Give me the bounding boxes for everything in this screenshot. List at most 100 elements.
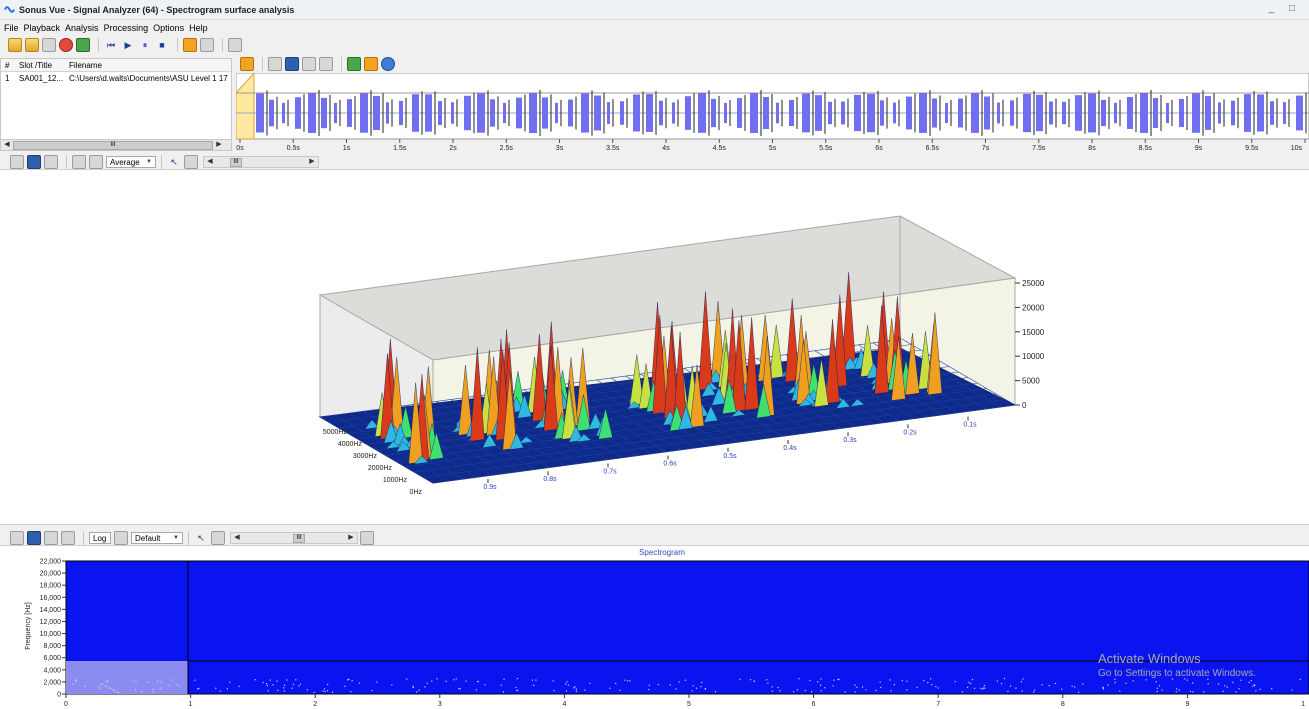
print-icon[interactable] [302,57,316,71]
open-file-icon[interactable] [25,38,39,52]
zoom-box-icon[interactable] [211,531,225,545]
spectrogram-energy-dot [811,691,813,693]
cursor-split-icon[interactable] [89,155,103,169]
spectrogram-energy-dot [306,689,308,691]
zoom-box-icon[interactable] [184,155,198,169]
scroll-left-icon[interactable]: ◀ [207,158,213,165]
spectrogram-energy-dot [74,679,76,681]
spectrogram-energy-dot [1054,682,1057,685]
info-icon[interactable] [381,57,395,71]
column-slot-title[interactable]: Slot /Title [19,60,53,70]
save-icon[interactable] [27,531,41,545]
column-number[interactable]: # [5,60,10,70]
export-icon[interactable] [42,38,56,52]
average-select[interactable]: Average ▼ [106,156,156,168]
scroll-thumb[interactable]: III [230,157,242,167]
stop-icon[interactable]: ■ [159,40,165,50]
scroll-thumb[interactable]: III [293,533,305,543]
waveform-burst [919,93,927,133]
spectrogram-energy-dot [983,684,986,687]
spectrogram-energy-dot [584,689,586,691]
image-icon[interactable] [319,57,333,71]
open-folder-icon[interactable] [8,38,22,52]
spectrogram-energy-dot [1033,691,1035,693]
spectrogram-x-tick-label: 0 [64,701,68,708]
file-list-scrollbar[interactable]: ◀ III ▶ [0,139,232,151]
surface-scrollbar[interactable]: ◀ III ▶ [203,156,319,168]
spectrogram-y-tick-label: 20,000 [40,571,62,578]
spectrogram-energy-dot [324,690,326,693]
menu-file[interactable]: File [4,23,19,33]
image-icon[interactable] [44,155,58,169]
scroll-right-icon[interactable]: ▶ [348,534,354,541]
spectrogram-energy-dot [1203,691,1205,693]
palette-icon[interactable] [114,531,128,545]
scroll-thumb[interactable]: III [13,140,213,150]
image-icon[interactable] [61,531,75,545]
pause-icon[interactable]: ⏸ [142,39,148,50]
pointer-icon[interactable]: ↖ [197,532,205,543]
spectrogram-plot[interactable]: Spectrogram Frequency [Hz] 22,00020,0001… [0,546,1309,709]
skip-back-icon[interactable]: ⏮ [106,39,116,50]
scroll-right-icon[interactable]: ▶ [309,158,315,165]
zoom-fit-icon[interactable] [347,57,361,71]
spectrogram-scrollbar[interactable]: ◀ III ▶ [230,532,358,544]
save-icon[interactable] [27,155,41,169]
menu-processing[interactable]: Processing [103,23,149,33]
spectrogram-energy-dot [1254,684,1256,687]
cursor-left-icon[interactable] [72,155,86,169]
waveform-burst [633,94,640,132]
scroll-right-icon[interactable]: ▶ [216,141,222,148]
copy-icon[interactable] [268,57,282,71]
scroll-left-icon[interactable]: ◀ [4,141,10,148]
settings-icon[interactable] [360,531,374,545]
waveform-burst [1244,94,1251,132]
log-button[interactable]: Log [89,532,111,544]
palette-select[interactable]: Default ▼ [131,532,183,544]
play-icon[interactable]: ▶ [124,39,132,50]
menu-playback[interactable]: Playback [23,23,61,33]
copy-icon[interactable] [10,155,24,169]
spectrogram-energy-dot [112,689,114,691]
pointer-icon[interactable]: ↖ [170,156,178,167]
menu-options[interactable]: Options [153,23,185,33]
surface-3d-plot[interactable]: 25000 20000 15000 10000 5000 0 5000Hz 4000Hz 30… [0,170,1309,526]
spectrogram-energy-dot [269,679,271,681]
scroll-left-icon[interactable]: ◀ [234,534,240,541]
spectrogram-energy-dot [1175,691,1177,693]
waveform-burst [1023,93,1031,133]
spectrogram-energy-dot [292,683,295,686]
save-icon[interactable] [285,57,299,71]
copy-icon[interactable] [10,531,24,545]
file-list-row[interactable]: 1 SA001_12... C:\Users\d.walts\Documents… [1,72,231,84]
waveform-view[interactable]: 0s 0.5s 1s 1.5s 2s 2.5s 3s 3.5s 4s 4.5s 5s 5.5s 6s 6.… [236,73,1309,153]
spectrogram-energy-dot [968,681,970,684]
spectrogram-energy-dot [1207,683,1209,685]
waveform-burst [1153,98,1158,128]
spectrogram-panel: Spectrogram Frequency [Hz] 22,000 20,000 1… [0,545,1309,709]
menu-analysis[interactable]: Analysis [65,23,99,33]
window-icon[interactable] [228,38,242,52]
record-icon[interactable] [59,38,73,52]
selection-icon[interactable] [240,57,254,71]
download-icon[interactable] [200,38,214,52]
import-icon[interactable] [76,38,90,52]
spectrogram-energy-dot [865,689,867,691]
surface-peak [849,398,865,407]
waveform-burst [685,96,691,130]
app-logo-icon [4,6,15,13]
waveform-toolbar [240,57,398,71]
print-icon[interactable] [44,531,58,545]
menu-help[interactable]: Help [189,23,208,33]
spectrogram-y-tick-label: 4,000 [43,667,61,674]
spectrogram-energy-dot [1218,683,1220,685]
window-controls[interactable]: _ □ [1268,3,1301,14]
column-filename[interactable]: Filename [69,60,102,70]
loop-icon[interactable] [183,38,197,52]
spectrogram-energy-dot [1156,687,1158,689]
spectrogram-energy-dot [1000,682,1003,685]
spectrogram-energy-dot [286,679,288,681]
spectrogram-energy-dot [152,691,154,693]
spectrogram-energy-dot [657,683,659,686]
grid-icon[interactable] [364,57,378,71]
